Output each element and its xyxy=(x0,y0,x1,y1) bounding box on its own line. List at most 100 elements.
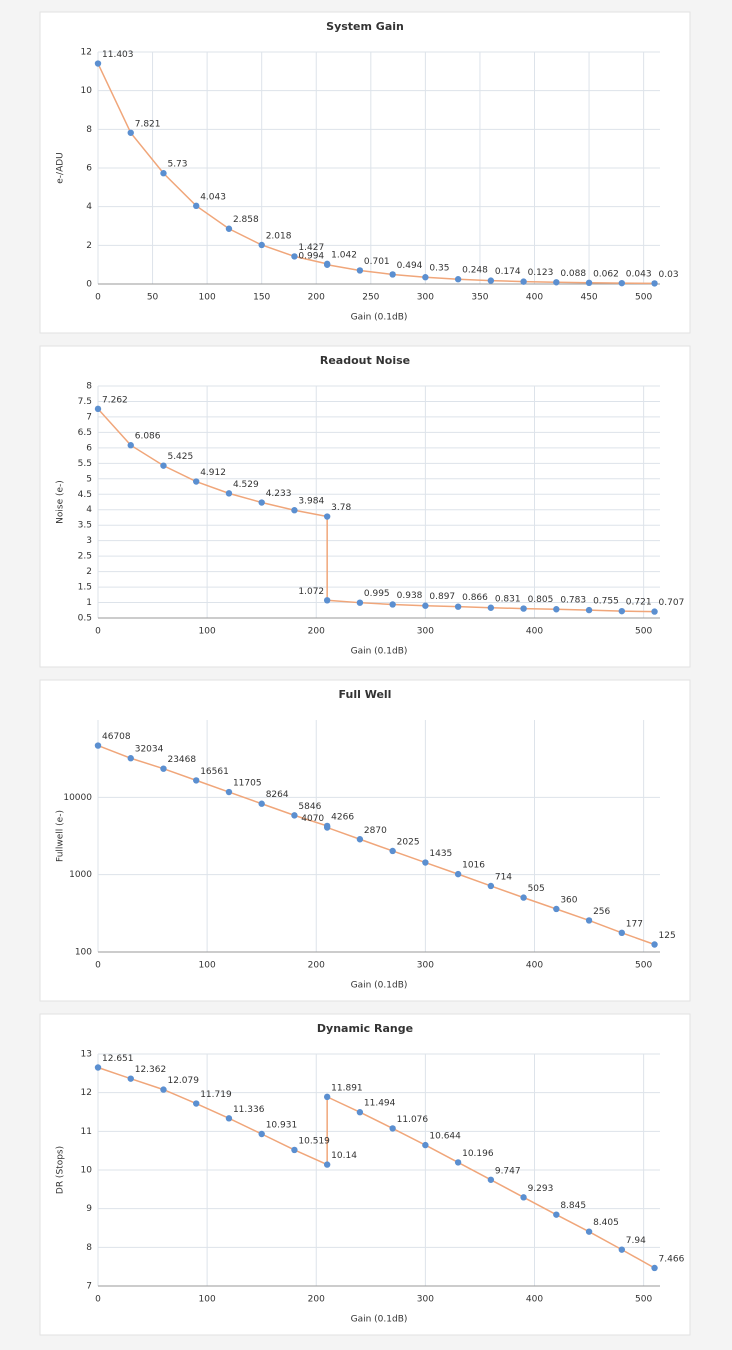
data-label: 0.721 xyxy=(626,598,652,608)
data-point xyxy=(291,253,298,260)
data-point xyxy=(487,604,495,611)
x-tick-label: 400 xyxy=(526,293,543,303)
data-point xyxy=(225,788,233,796)
data-label: 0.831 xyxy=(495,594,521,604)
data-label: 4.043 xyxy=(200,192,226,202)
y-tick-label: 2.5 xyxy=(78,552,92,562)
chart-panel xyxy=(39,11,691,334)
data-label: 11.403 xyxy=(102,50,134,60)
data-point xyxy=(356,836,364,843)
data-label: 23468 xyxy=(167,755,196,765)
x-tick-label: 400 xyxy=(526,961,543,971)
data-label: 1.042 xyxy=(331,250,357,260)
data-label: 0.755 xyxy=(593,597,619,607)
data-label: 12.079 xyxy=(167,1076,199,1086)
data-point xyxy=(160,765,167,772)
data-label: 32034 xyxy=(135,745,164,755)
data-label: 46708 xyxy=(102,732,131,742)
data-label: 0.866 xyxy=(462,593,488,603)
y-tick-label: 4.5 xyxy=(78,490,92,500)
y-tick-label: 11 xyxy=(81,1127,92,1137)
y-axis-label: Fullwell (e-) xyxy=(56,810,66,862)
data-label: 5846 xyxy=(298,802,321,812)
y-tick-label: 6 xyxy=(86,443,92,453)
chart-panel xyxy=(39,345,691,668)
data-point xyxy=(356,1109,364,1116)
data-point xyxy=(356,599,364,606)
data-point xyxy=(127,442,134,449)
data-point xyxy=(323,1161,331,1168)
x-tick-label: 150 xyxy=(253,293,270,303)
x-tick-label: 500 xyxy=(635,293,652,303)
data-point xyxy=(585,606,593,614)
data-label: 8.405 xyxy=(593,1218,619,1228)
data-point xyxy=(618,607,626,615)
y-tick-label: 13 xyxy=(81,1050,92,1060)
data-point xyxy=(94,1064,102,1071)
y-tick-label: 8 xyxy=(86,125,92,135)
data-label: 12.651 xyxy=(102,1054,134,1064)
data-label: 0.805 xyxy=(528,595,554,605)
y-tick-label: 4 xyxy=(86,202,92,212)
data-label: 11.076 xyxy=(397,1115,429,1125)
y-tick-label: 10000 xyxy=(63,793,92,803)
data-label: 10.519 xyxy=(298,1136,330,1146)
y-tick-label: 7 xyxy=(86,412,92,422)
x-tick-label: 500 xyxy=(635,961,652,971)
data-point xyxy=(585,917,593,924)
x-tick-label: 0 xyxy=(95,1295,101,1305)
y-tick-label: 8 xyxy=(86,1243,92,1253)
data-point xyxy=(193,1100,200,1107)
x-tick-label: 100 xyxy=(199,961,216,971)
data-point xyxy=(160,462,167,469)
data-point xyxy=(454,603,462,610)
data-label: 12.362 xyxy=(135,1065,167,1075)
x-tick-label: 200 xyxy=(308,961,325,971)
data-label: 125 xyxy=(659,931,676,941)
x-axis-label: Gain (0.1dB) xyxy=(351,981,408,991)
x-tick-label: 100 xyxy=(199,293,216,303)
y-axis-label: Noise (e-) xyxy=(56,480,66,524)
data-label: 360 xyxy=(560,895,577,905)
data-label: 0.174 xyxy=(495,267,521,277)
data-label: 11.494 xyxy=(364,1099,396,1109)
data-point xyxy=(291,1146,298,1154)
y-tick-label: 12 xyxy=(81,1088,92,1098)
data-label: 0.123 xyxy=(528,268,554,278)
y-tick-label: 3.5 xyxy=(78,521,92,531)
data-point xyxy=(193,202,200,210)
data-point xyxy=(389,271,396,278)
data-label: 505 xyxy=(528,884,545,894)
data-label: 2870 xyxy=(364,826,387,836)
y-tick-label: 4 xyxy=(86,505,92,515)
y-tick-label: 9 xyxy=(86,1204,92,1214)
data-label: 0.897 xyxy=(429,592,455,602)
data-point xyxy=(389,601,396,608)
data-label: 0.043 xyxy=(626,270,652,280)
y-tick-label: 10 xyxy=(81,86,93,96)
data-label: 2.018 xyxy=(266,231,292,241)
data-label: 10.196 xyxy=(462,1149,494,1159)
data-point xyxy=(127,755,134,762)
data-label: 0.062 xyxy=(593,269,619,279)
data-label: 4.233 xyxy=(266,489,292,499)
data-point xyxy=(323,597,331,604)
data-label: 1016 xyxy=(462,861,485,871)
data-point xyxy=(651,1264,658,1272)
data-label: 10.644 xyxy=(429,1132,461,1142)
y-tick-label: 1 xyxy=(86,598,92,608)
y-tick-label: 10 xyxy=(81,1166,93,1176)
data-point xyxy=(258,499,265,506)
data-point xyxy=(585,1228,593,1235)
data-point xyxy=(258,1130,265,1138)
data-point xyxy=(553,606,560,613)
data-label: 5.425 xyxy=(167,452,193,462)
data-label: 11.891 xyxy=(331,1083,363,1093)
data-point xyxy=(127,129,134,136)
x-tick-label: 100 xyxy=(199,627,216,637)
data-label: 0.938 xyxy=(397,591,423,601)
data-point xyxy=(225,225,233,232)
data-point xyxy=(389,847,396,855)
x-tick-label: 500 xyxy=(635,1295,652,1305)
y-tick-label: 12 xyxy=(81,48,92,58)
